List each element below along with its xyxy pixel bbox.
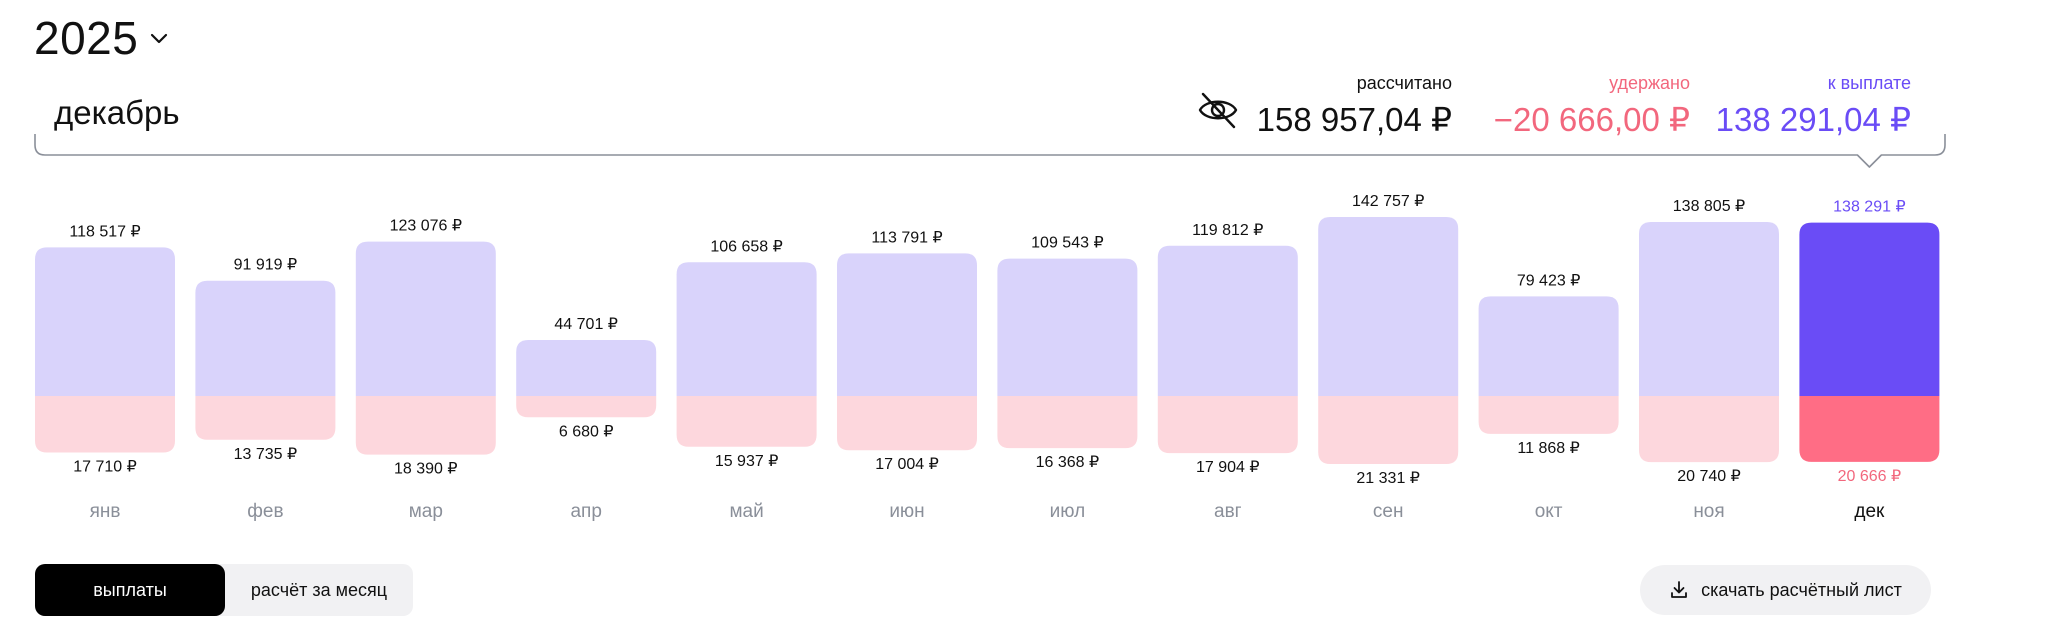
summary-calculated: рассчитано 158 957,04 ₽: [1257, 72, 1452, 140]
bar-top-label: 123 076 ₽: [390, 218, 462, 235]
tab-monthly-calculation[interactable]: расчёт за месяц: [250, 579, 388, 600]
bar-withheld: [837, 396, 977, 451]
bar-group-9[interactable]: 79 423 ₽ 11 868 ₽ окт: [1478, 272, 1619, 522]
bar-bottom-label: 17 710 ₽: [73, 458, 137, 475]
bar-payout: [997, 258, 1138, 396]
selected-month-title: декабрь: [54, 94, 180, 131]
payout-label: к выплате: [1827, 73, 1911, 93]
bar-payout: [837, 253, 977, 396]
bar-bottom-label: 6 680 ₽: [559, 423, 614, 440]
month-label: ноя: [1693, 501, 1724, 522]
download-payslip-button[interactable]: скачать расчётный лист: [1640, 565, 1931, 615]
bar-bottom-label: 13 735 ₽: [234, 446, 298, 463]
bar-withheld: [997, 396, 1138, 449]
bar-group-10[interactable]: 138 805 ₽ 20 740 ₽ ноя: [1639, 198, 1779, 522]
month-label: май: [729, 501, 763, 522]
download-payslip-label: скачать расчётный лист: [1701, 579, 1902, 600]
bar-group-7[interactable]: 119 812 ₽ 17 904 ₽ авг: [1157, 222, 1298, 522]
bar-withheld: [676, 396, 817, 447]
year-selector[interactable]: 2025: [34, 10, 170, 66]
bar-top-label: 113 791 ₽: [871, 229, 942, 246]
bar-top-label: 119 812 ₽: [1192, 222, 1263, 239]
bar-top-label: 138 291 ₽: [1833, 199, 1905, 216]
month-label: янв: [90, 501, 121, 522]
bar-payout: [516, 339, 657, 396]
bar-group-1[interactable]: 91 919 ₽ 13 735 ₽ фев: [195, 257, 336, 522]
bar-bottom-label: 18 390 ₽: [394, 461, 458, 478]
bar-top-label: 44 701 ₽: [554, 316, 618, 333]
bar-bottom-label: 17 904 ₽: [1196, 459, 1260, 476]
month-label: июл: [1050, 501, 1086, 522]
bar-group-4[interactable]: 106 658 ₽ 15 937 ₽ май: [676, 238, 817, 522]
view-switcher: выплаты расчёт за месяц: [35, 564, 413, 616]
chevron-down-icon: [151, 33, 168, 44]
bar-top-label: 79 423 ₽: [1517, 272, 1581, 289]
month-label: сен: [1373, 501, 1404, 522]
bar-top-label: 109 543 ₽: [1031, 235, 1103, 252]
withheld-value: −20 666,00 ₽: [1493, 101, 1690, 138]
tab-payouts[interactable]: выплаты: [35, 564, 225, 616]
download-icon: [1671, 581, 1688, 598]
bar-withheld: [1478, 396, 1619, 434]
bar-withheld: [195, 396, 336, 440]
bar-withheld: [35, 396, 175, 453]
summary-withheld: удержано −20 666,00 ₽: [1494, 72, 1690, 140]
bar-bottom-label: 15 937 ₽: [715, 453, 779, 470]
month-label: дек: [1854, 501, 1885, 522]
bar-payout: [35, 247, 175, 396]
bar-withheld: [1318, 396, 1459, 464]
bar-bottom-label: 20 740 ₽: [1677, 468, 1741, 485]
payout-value: 138 291,04 ₽: [1715, 101, 1911, 138]
bar-withheld: [355, 396, 496, 455]
bar-bottom-label: 21 331 ₽: [1356, 470, 1420, 487]
bar-top-label: 106 658 ₽: [710, 238, 782, 255]
summary-payout: к выплате 138 291,04 ₽: [1716, 72, 1911, 140]
bar-bottom-label: 17 004 ₽: [875, 456, 939, 473]
bar-group-2[interactable]: 123 076 ₽ 18 390 ₽ мар: [355, 218, 496, 522]
eye-off-icon[interactable]: [1196, 90, 1240, 130]
calculated-value: 158 957,04 ₽: [1256, 101, 1452, 138]
bar-payout: [1639, 221, 1779, 396]
bar-payout: [1799, 222, 1940, 396]
month-label: июн: [889, 501, 924, 522]
bar-payout: [355, 241, 496, 396]
month-label: фев: [247, 501, 283, 522]
bar-top-label: 142 757 ₽: [1352, 193, 1424, 210]
bar-payout: [676, 262, 817, 396]
bar-group-3[interactable]: 44 701 ₽ 6 680 ₽ апр: [516, 316, 657, 522]
month-label: окт: [1535, 501, 1563, 522]
bar-withheld: [1799, 396, 1940, 462]
bar-group-5[interactable]: 113 791 ₽ 17 004 ₽ июн: [837, 229, 977, 522]
bar-withheld: [1157, 396, 1298, 454]
bar-top-label: 138 805 ₽: [1673, 198, 1745, 215]
bar-withheld: [516, 396, 657, 418]
month-label: авг: [1214, 501, 1242, 522]
month-label: мар: [409, 501, 443, 522]
month-label: апр: [570, 501, 601, 522]
bar-payout: [1318, 217, 1459, 396]
bar-bottom-label: 20 666 ₽: [1838, 468, 1902, 485]
calculated-label: рассчитано: [1356, 73, 1452, 93]
bar-top-label: 118 517 ₽: [69, 223, 140, 240]
year-label: 2025: [34, 12, 139, 64]
bar-top-label: 91 919 ₽: [234, 257, 298, 274]
bar-group-11[interactable]: 138 291 ₽ 20 666 ₽ дек: [1799, 199, 1940, 522]
bar-payout: [1478, 296, 1619, 396]
bar-payout: [1157, 245, 1298, 396]
bar-group-6[interactable]: 109 543 ₽ 16 368 ₽ июл: [997, 235, 1138, 522]
withheld-label: удержано: [1609, 73, 1690, 93]
bar-bottom-label: 16 368 ₽: [1036, 454, 1100, 471]
bar-group-8[interactable]: 142 757 ₽ 21 331 ₽ сен: [1318, 193, 1459, 522]
bar-group-0[interactable]: 118 517 ₽ 17 710 ₽ янв: [35, 223, 175, 522]
bar-bottom-label: 11 868 ₽: [1517, 440, 1579, 457]
bar-payout: [195, 280, 336, 396]
bar-withheld: [1639, 396, 1779, 463]
